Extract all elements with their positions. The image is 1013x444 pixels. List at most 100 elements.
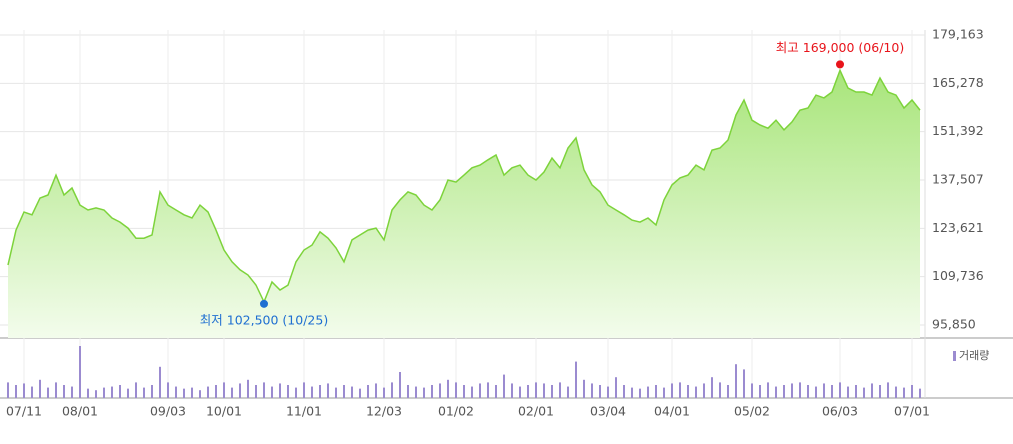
x-tick-label: 06/03 xyxy=(822,404,858,419)
x-tick-label: 02/01 xyxy=(518,404,554,419)
volume-bar xyxy=(167,382,169,398)
volume-bar xyxy=(343,385,345,398)
volume-bar xyxy=(583,379,585,398)
low-annotation: 최저 102,500 (10/25) xyxy=(200,312,328,327)
volume-bar xyxy=(95,390,97,398)
volume-bar xyxy=(519,386,521,398)
volume-bar xyxy=(759,385,761,398)
volume-bar xyxy=(863,387,865,398)
low-marker xyxy=(260,299,268,308)
volume-bar xyxy=(647,386,649,398)
volume-bar xyxy=(15,385,17,398)
volume-bar xyxy=(311,386,313,398)
volume-bar xyxy=(263,382,265,398)
y-tick-label: 151,392 xyxy=(932,123,984,138)
volume-bar xyxy=(687,385,689,398)
volume-bar xyxy=(599,385,601,398)
volume-bar xyxy=(271,386,273,398)
y-tick-label: 165,278 xyxy=(932,75,984,90)
volume-legend-label: 거래량 xyxy=(959,349,989,362)
x-tick-label: 05/02 xyxy=(734,404,770,419)
volume-bar xyxy=(471,386,473,398)
volume-bar xyxy=(767,382,769,398)
y-tick-label: 137,507 xyxy=(932,171,984,186)
volume-bar xyxy=(591,383,593,398)
volume-bar xyxy=(607,386,609,398)
volume-bar xyxy=(447,379,449,398)
volume-bar xyxy=(455,382,457,398)
x-tick-label: 08/01 xyxy=(62,404,98,419)
volume-bar xyxy=(527,385,529,398)
volume-bar xyxy=(295,387,297,398)
price-line xyxy=(7,68,921,304)
volume-bar xyxy=(895,386,897,398)
volume-bar xyxy=(63,385,65,398)
x-tick-label: 03/04 xyxy=(590,404,626,419)
volume-bar xyxy=(479,383,481,398)
volume-bar xyxy=(423,387,425,398)
volume-bar xyxy=(111,386,113,398)
x-tick-label: 07/11 xyxy=(6,404,42,419)
volume-bar xyxy=(631,387,633,398)
volume-bar xyxy=(887,382,889,398)
y-tick-label: 109,736 xyxy=(932,268,984,283)
volume-bar xyxy=(719,382,721,398)
volume-bar xyxy=(287,385,289,398)
volume-bar xyxy=(375,383,377,398)
y-tick-label: 123,621 xyxy=(932,220,984,235)
volume-bar xyxy=(783,385,785,398)
volume-bar xyxy=(303,382,305,398)
volume-bar xyxy=(567,386,569,398)
x-tick-label: 04/01 xyxy=(654,404,690,419)
volume-bar xyxy=(143,387,145,398)
volume-bar xyxy=(511,383,513,398)
volume-bar xyxy=(535,382,537,398)
volume-bar xyxy=(679,382,681,398)
volume-bar xyxy=(239,383,241,398)
volume-bar xyxy=(439,383,441,398)
y-tick-label: 179,163 xyxy=(932,27,984,42)
volume-bar xyxy=(223,382,225,398)
volume-bar xyxy=(319,385,321,398)
volume-bar xyxy=(911,385,913,398)
volume-bar xyxy=(879,385,881,398)
price-area xyxy=(8,70,920,339)
volume-bar xyxy=(903,387,905,398)
volume-bar xyxy=(799,382,801,398)
volume-bar xyxy=(399,372,401,398)
volume-bar xyxy=(695,386,697,398)
volume-bar xyxy=(183,388,185,398)
volume-bar xyxy=(823,383,825,398)
volume-bar xyxy=(31,386,33,398)
x-tick-label: 12/03 xyxy=(366,404,402,419)
volume-bar xyxy=(735,364,737,398)
volume-bar xyxy=(743,369,745,398)
volume-bar xyxy=(575,361,577,398)
volume-bar xyxy=(199,390,201,398)
volume-bar xyxy=(551,385,553,398)
volume-bar xyxy=(919,388,921,398)
volume-bar xyxy=(39,379,41,398)
volume-bar xyxy=(87,388,89,398)
x-tick-label: 01/02 xyxy=(438,404,474,419)
volume-bar xyxy=(663,387,665,398)
volume-bar xyxy=(815,386,817,398)
volume-bar xyxy=(327,383,329,398)
volume-bar xyxy=(831,385,833,398)
volume-bar xyxy=(351,386,353,398)
volume-bar xyxy=(655,385,657,398)
volume-bar xyxy=(7,382,9,398)
volume-bar xyxy=(559,382,561,398)
volume-bar xyxy=(279,383,281,398)
volume-bar xyxy=(639,388,641,398)
volume-legend-swatch xyxy=(953,351,956,361)
volume-bar xyxy=(615,377,617,398)
volume-bar xyxy=(431,385,433,398)
volume-bar xyxy=(367,385,369,398)
volume-bar xyxy=(383,387,385,398)
volume-bar xyxy=(175,386,177,398)
x-tick-label: 07/01 xyxy=(894,404,930,419)
volume-bar xyxy=(255,385,257,398)
volume-bar xyxy=(711,377,713,398)
